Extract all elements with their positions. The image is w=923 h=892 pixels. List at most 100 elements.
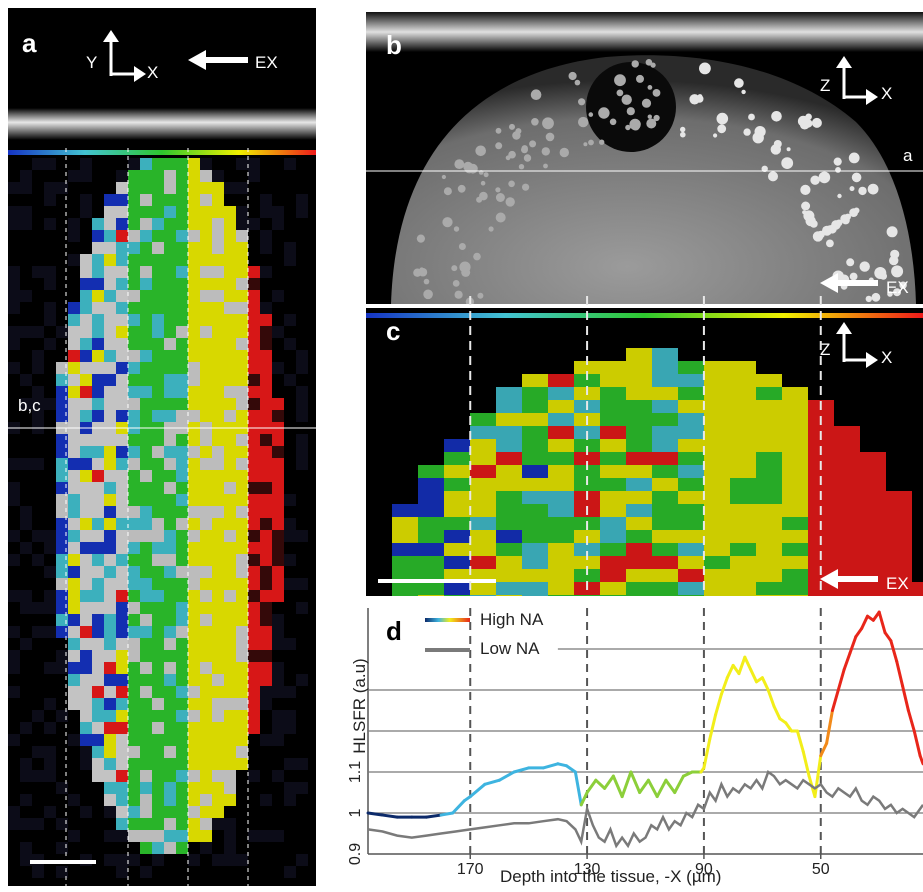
mosaic-cell <box>104 662 116 674</box>
mosaic-cell <box>200 254 212 266</box>
mosaic-cell <box>188 338 200 350</box>
mosaic-cell <box>188 722 200 734</box>
mosaic-cell <box>284 254 296 266</box>
mosaic-cell <box>8 182 20 194</box>
mosaic-cell <box>260 446 272 458</box>
high-na-segment <box>681 770 694 778</box>
mosaic-cell <box>32 866 44 878</box>
mosaic-cell <box>176 338 188 350</box>
mosaic-cell <box>756 530 782 543</box>
mosaic-cell <box>200 446 212 458</box>
mosaic-cell <box>188 638 200 650</box>
mosaic-cell <box>886 569 912 582</box>
mosaic-cell <box>176 554 188 566</box>
mosaic-cell <box>164 206 176 218</box>
mosaic-cell <box>652 582 678 595</box>
mosaic-cell <box>104 722 116 734</box>
mosaic-cell <box>164 470 176 482</box>
mosaic-cell <box>80 806 92 818</box>
mosaic-cell <box>236 698 248 710</box>
mosaic-cell <box>128 674 140 686</box>
mosaic-cell <box>20 398 32 410</box>
mosaic-cell <box>164 386 176 398</box>
mosaic-cell <box>260 674 272 686</box>
mosaic-cell <box>704 504 730 517</box>
mosaic-cell <box>92 470 104 482</box>
mosaic-cell <box>56 590 68 602</box>
nucleus <box>641 98 652 108</box>
mosaic-cell <box>260 518 272 530</box>
mosaic-cell <box>272 218 284 230</box>
mosaic-cell <box>496 387 522 400</box>
mosaic-cell <box>164 158 176 170</box>
mosaic-cell <box>522 543 548 556</box>
mosaic-cell <box>626 517 652 530</box>
mosaic-cell <box>140 806 152 818</box>
mosaic-cell <box>834 517 860 530</box>
nucleus <box>495 212 506 223</box>
mosaic-cell <box>782 556 808 569</box>
mosaic-cell <box>236 158 248 170</box>
mosaic-cell <box>8 458 20 470</box>
mosaic-cell <box>260 338 272 350</box>
high-na-segment <box>772 704 782 721</box>
nucleus <box>844 213 851 220</box>
nucleus <box>541 147 550 156</box>
mosaic-cell <box>272 722 284 734</box>
mosaic-cell <box>260 698 272 710</box>
mosaic-cell <box>574 465 600 478</box>
mosaic-cell <box>164 254 176 266</box>
mosaic-cell <box>756 387 782 400</box>
nucleus <box>895 267 903 275</box>
mosaic-cell <box>200 722 212 734</box>
high-na-segment <box>708 713 718 741</box>
mosaic-cell <box>236 230 248 242</box>
mosaic-cell <box>782 426 808 439</box>
mosaic-cell <box>104 410 116 422</box>
mosaic-cell <box>212 794 224 806</box>
mosaic-cell <box>176 158 188 170</box>
mosaic-cell <box>56 362 68 374</box>
panel-label-d: d <box>386 616 402 646</box>
mosaic-cell <box>212 458 224 470</box>
cut-label-a: a <box>903 146 913 165</box>
mosaic-cell <box>68 350 80 362</box>
nucleus <box>835 219 843 227</box>
mosaic-cell <box>116 362 128 374</box>
mosaic-cell <box>236 674 248 686</box>
mosaic-cell <box>44 218 56 230</box>
mosaic-cell <box>626 478 652 491</box>
nucleus <box>826 239 834 248</box>
mosaic-cell <box>188 782 200 794</box>
mosaic-cell <box>152 482 164 494</box>
mosaic-cell <box>104 710 116 722</box>
high-na-segment <box>381 813 399 819</box>
mosaic-cell <box>272 470 284 482</box>
mosaic-cell <box>212 206 224 218</box>
mosaic-cell <box>522 569 548 582</box>
high-na-segment <box>646 778 659 799</box>
mosaic-cell <box>224 206 236 218</box>
mosaic-cell <box>152 362 164 374</box>
mosaic-cell <box>152 554 164 566</box>
nucleus <box>653 114 660 122</box>
mosaic-cell <box>116 230 128 242</box>
mosaic-cell <box>68 566 80 578</box>
mosaic-cell <box>152 302 164 314</box>
nucleus <box>886 226 898 238</box>
mosaic-cell <box>496 439 522 452</box>
high-na-segment <box>638 778 650 794</box>
mosaic-cell <box>470 426 496 439</box>
mosaic-cell <box>444 595 470 596</box>
mosaic-cell <box>92 650 104 662</box>
mosaic-cell <box>678 413 704 426</box>
mosaic-cell <box>284 530 296 542</box>
nucleus <box>442 217 453 228</box>
mosaic-cell <box>92 530 104 542</box>
mosaic-cell <box>248 350 260 362</box>
mosaic-cell <box>860 595 886 596</box>
nucleus <box>578 116 589 128</box>
mosaic-cell <box>140 302 152 314</box>
mosaic-cell <box>212 566 224 578</box>
mosaic-cell <box>212 542 224 554</box>
